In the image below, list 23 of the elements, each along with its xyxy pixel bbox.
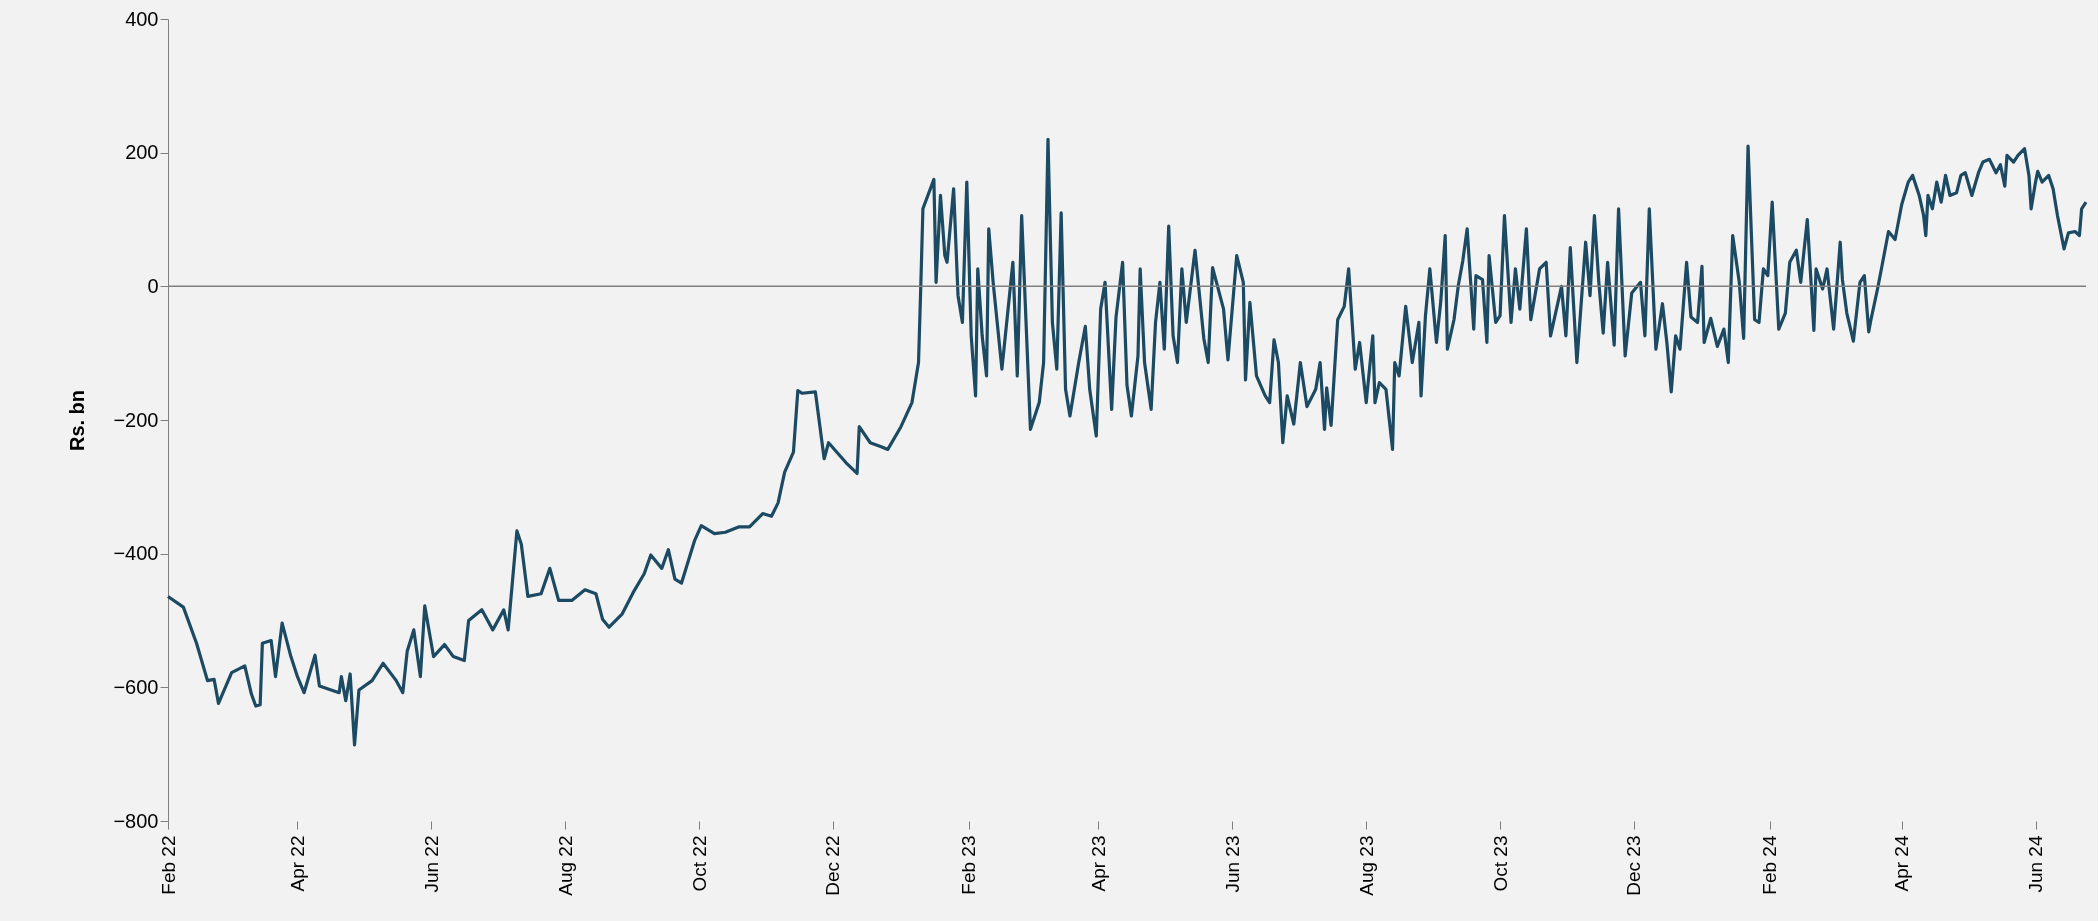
x-tick-label: Aug 22 bbox=[554, 835, 576, 896]
x-tick-label: Dec 23 bbox=[1623, 835, 1645, 896]
x-tick-label: Aug 23 bbox=[1355, 835, 1377, 896]
x-tick-label: Apr 22 bbox=[286, 835, 308, 892]
x-tick-label: Jun 22 bbox=[420, 835, 442, 893]
y-tick-label: −200 bbox=[113, 408, 159, 431]
x-tick-label: Feb 22 bbox=[157, 835, 179, 895]
x-tick-label: Oct 22 bbox=[688, 835, 710, 892]
x-tick-label: Apr 23 bbox=[1087, 835, 1109, 892]
x-tick-label: Oct 23 bbox=[1489, 835, 1511, 892]
x-tick-label: Jun 24 bbox=[2025, 835, 2047, 893]
x-tick-label: Jun 23 bbox=[1221, 835, 1243, 893]
y-tick-label: 200 bbox=[125, 141, 159, 164]
x-tick-label: Feb 23 bbox=[958, 835, 980, 895]
x-tick-label: Apr 24 bbox=[1891, 835, 1913, 892]
y-tick-label: −400 bbox=[113, 542, 159, 565]
y-tick-label: 0 bbox=[147, 274, 159, 297]
x-tick-label: Dec 22 bbox=[822, 835, 844, 896]
y-tick-label: −600 bbox=[113, 675, 159, 698]
y-axis-title: Rs. bn bbox=[66, 389, 89, 452]
y-tick-label: −800 bbox=[113, 809, 159, 832]
x-tick-label: Feb 24 bbox=[1759, 835, 1781, 895]
y-tick-label: 400 bbox=[125, 7, 159, 30]
